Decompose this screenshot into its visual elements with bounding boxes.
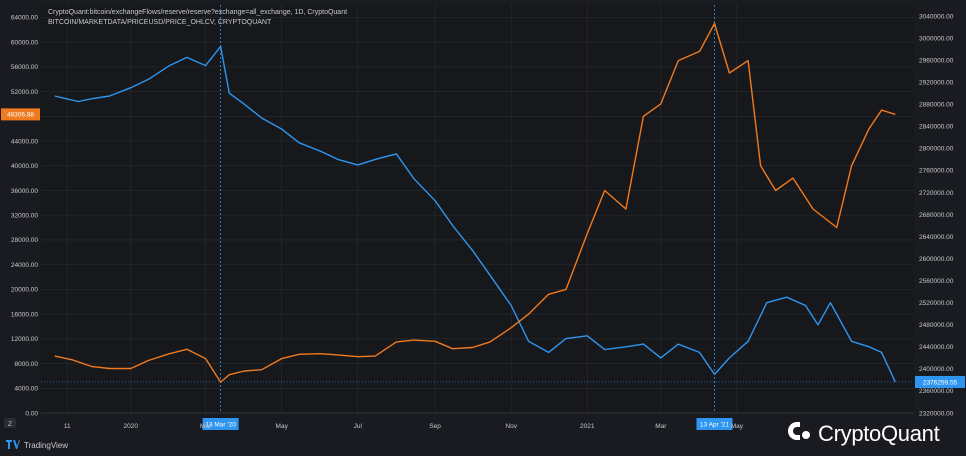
right-tick-label: 2760000.00 [919,168,954,175]
right-tick-label: 2360000.00 [919,388,954,395]
right-tick-label: 2440000.00 [919,344,954,351]
left-axis: 64000.0060000.0056000.0052000.0048000.00… [1,15,40,417]
right-tick-label: 2400000.00 [919,366,954,373]
corner-button-label: Z [8,421,12,428]
x-tick-label: May [276,423,289,430]
plot-area [41,5,914,413]
cryptoquant-icon [786,420,812,448]
price-last-value: 48306.88 [7,112,34,119]
right-tick-label: 2920000.00 [919,79,954,86]
right-tick-label: 2520000.00 [919,300,954,307]
reserve-last-value: 2376259.55 [923,379,958,386]
left-tick-label: 24000.00 [11,262,38,269]
x-axis: 11 2020 Mar May Jul Sep Nov 2021 Mar May [41,412,914,430]
price-last-badge [1,108,40,121]
series-line-reserve [54,45,896,383]
chart-caption-reserve: CryptoQuant:bitcoin/exchangeFlows/reserv… [48,9,348,16]
right-tick-label: 3000000.00 [919,35,954,42]
right-tick-label: 2600000.00 [919,256,954,263]
marker-label-bg [202,418,239,430]
x-tick-label: 11 [64,423,71,430]
x-tick-label: 2020 [124,423,139,430]
x-tick-label: May [731,423,744,430]
cryptoquant-logo: CryptoQuant [786,420,940,448]
x-tick-label: Sep [429,423,441,430]
marker-lines: 13 Mar '20 13 Apr '21 [41,5,914,430]
x-tick-label: Nov [505,423,517,430]
chart-caption-price: BITCOIN/MARKETDATA/PRICEUSD/PRICE_OHLCV,… [48,19,272,26]
grid [41,5,914,414]
left-tick-label: 20000.00 [11,287,38,294]
marker-label: 13 Apr '21 [700,422,729,429]
left-tick-label: 4000.00 [15,386,39,393]
left-tick-label: 28000.00 [11,237,38,244]
cryptoquant-wordmark: CryptoQuant [818,421,940,446]
x-tick-label: 2021 [580,423,595,430]
tradingview-logo[interactable]: TradingView [6,440,68,451]
left-tick-label: 40000.00 [11,163,38,170]
right-tick-label: 2680000.00 [919,212,954,219]
right-tick-label: 2480000.00 [919,322,954,329]
right-tick-label: 2640000.00 [919,234,954,241]
series-line-price [54,22,896,383]
left-tick-label: 8000.00 [15,361,39,368]
left-tick-label: 64000.00 [11,15,38,22]
right-tick-label: 2800000.00 [919,146,954,153]
tradingview-icon [6,440,20,451]
left-tick-label: 52000.00 [11,89,38,96]
corner-button[interactable] [4,418,16,428]
right-tick-label: 2960000.00 [919,57,954,64]
left-tick-label: 56000.00 [11,64,38,71]
right-tick-label: 2320000.00 [919,410,954,417]
left-tick-label: 60000.00 [11,39,38,46]
series-layer [54,22,896,383]
x-tick-label: Mar [200,423,212,430]
tradingview-label: TradingView [24,441,69,450]
left-tick-label: 32000.00 [11,212,38,219]
left-tick-label: 0.00 [25,410,38,417]
reserve-last-badge [915,375,965,388]
right-tick-label: 2880000.00 [919,102,954,109]
left-tick-label: 44000.00 [11,138,38,145]
right-tick-label: 2720000.00 [919,190,954,197]
right-axis: 3040000.00 3000000.00 2960000.00 2920000.00… [915,13,965,417]
left-tick-label: 12000.00 [11,336,38,343]
right-tick-label: 3040000.00 [919,13,954,20]
left-tick-label: 16000.00 [11,311,38,318]
left-tick-label: 36000.00 [11,188,38,195]
x-tick-label: Mar [655,423,667,430]
right-tick-label: 2560000.00 [919,278,954,285]
marker-label-bg [696,418,733,430]
right-tick-label: 2840000.00 [919,124,954,131]
x-tick-label: Jul [354,423,363,430]
marker-label: 13 Mar '20 [205,422,236,429]
